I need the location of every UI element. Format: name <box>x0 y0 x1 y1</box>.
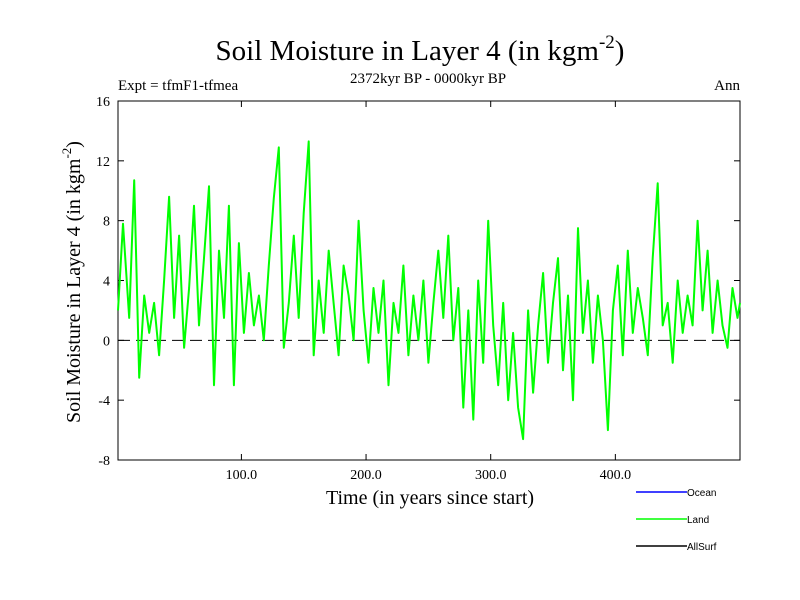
legend-label-allsurf: AllSurf <box>687 542 717 553</box>
legend-label-land: Land <box>687 515 709 526</box>
experiment-label: Expt = tfmF1-tfmea <box>118 78 238 94</box>
time-range-label: 2372kyr BP - 0000kyr BP <box>350 71 506 87</box>
y-axis-label: Soil Moisture in Layer 4 (in kgm-2) <box>59 141 85 423</box>
y-axis-ticks: -8 -4 0 4 8 12 16 <box>96 95 740 469</box>
x-tick-label: 400.0 <box>600 468 632 483</box>
y-tick-label: 4 <box>103 275 110 290</box>
x-tick-label: 300.0 <box>475 468 507 483</box>
series-line-land <box>117 140 741 441</box>
y-tick-label: -4 <box>98 394 110 409</box>
x-tick-label: 200.0 <box>350 468 382 483</box>
y-tick-label: -8 <box>98 454 110 469</box>
y-tick-label: 0 <box>103 334 110 349</box>
x-axis-label: Time (in years since start) <box>326 487 534 509</box>
legend-label-ocean: Ocean <box>687 488 716 499</box>
chart-title: Soil Moisture in Layer 4 (in kgm-2) <box>216 32 625 67</box>
legend: Ocean Land AllSurf <box>636 488 717 553</box>
x-tick-label: 100.0 <box>226 468 258 483</box>
y-tick-label: 8 <box>103 215 110 230</box>
x-axis-ticks: 100.0 200.0 300.0 400.0 <box>226 101 631 483</box>
y-tick-label: 16 <box>96 95 110 110</box>
y-tick-label: 12 <box>96 155 110 170</box>
season-label: Ann <box>714 78 740 94</box>
